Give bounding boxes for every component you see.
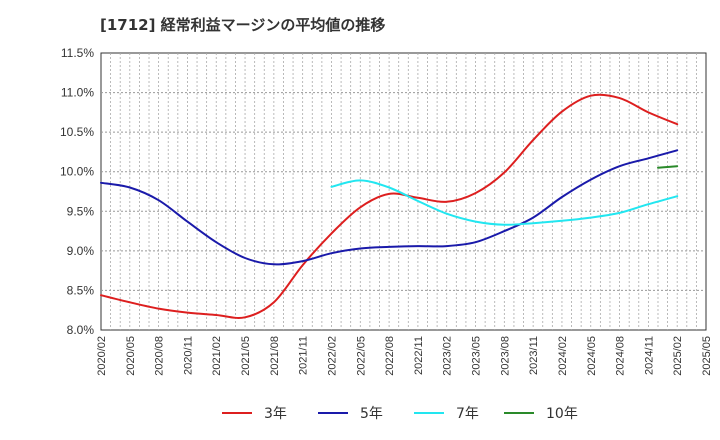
x-tick-label: 2023/05 <box>471 336 483 376</box>
x-tick-label: 2020/05 <box>125 336 137 376</box>
legend-label: 10年 <box>546 406 578 422</box>
y-tick-label: 9.5% <box>67 204 95 218</box>
y-tick-label: 8.0% <box>67 323 95 337</box>
x-tick-label: 2025/05 <box>701 336 713 376</box>
series-line-4 <box>657 165 679 169</box>
x-tick-label: 2022/08 <box>384 336 396 376</box>
x-tick-label: 2022/05 <box>355 336 367 376</box>
y-tick-label: 11.5% <box>61 46 94 60</box>
x-tick-label: 2023/08 <box>499 336 511 376</box>
x-tick-label: 2024/11 <box>643 336 655 375</box>
legend-label: 7年 <box>456 406 479 422</box>
x-tick-label: 2024/08 <box>615 336 627 376</box>
x-tick-label: 2021/02 <box>211 336 223 376</box>
x-tick-label: 2021/11 <box>298 336 310 375</box>
chart-title: [1712] 経常利益マージンの平均値の推移 <box>100 16 386 34</box>
y-tick-label: 10.0% <box>60 165 94 179</box>
x-tick-label: 2021/08 <box>269 336 281 376</box>
x-tick-label: 2022/02 <box>326 336 338 376</box>
y-tick-label: 9.0% <box>67 244 95 258</box>
series-line-2 <box>100 149 679 266</box>
series-line-3 <box>330 179 679 226</box>
y-tick-label: 11.0% <box>61 86 94 100</box>
legend-label: 3年 <box>264 406 287 422</box>
series-line-1 <box>100 93 679 319</box>
series-lines <box>100 93 679 319</box>
x-tick-label: 2024/02 <box>557 336 569 376</box>
x-tick-label: 2021/05 <box>240 336 252 376</box>
x-tick-label: 2020/02 <box>96 336 108 376</box>
legend-label: 5年 <box>360 406 383 422</box>
x-axis-ticks: 2020/02 2020/05 2020/08 2020/11 2021/02 2021/… <box>96 336 713 376</box>
y-tick-label: 10.5% <box>60 125 94 139</box>
x-tick-label: 2022/11 <box>413 336 425 375</box>
x-tick-label: 2025/02 <box>672 336 684 376</box>
x-tick-label: 2023/11 <box>528 336 540 375</box>
x-tick-label: 2023/02 <box>442 336 454 376</box>
y-axis-ticks: 8.0% 8.5% 9.0% 9.5% 10.0% 10.5% 11.0% 11.5% <box>60 46 94 337</box>
x-tick-label: 2020/11 <box>182 336 194 375</box>
y-tick-label: 8.5% <box>67 283 95 297</box>
legend: 3年 5年 7年 10年 <box>222 406 578 422</box>
plot-area <box>100 52 707 331</box>
x-tick-label: 2020/08 <box>154 336 166 376</box>
x-tick-label: 2024/05 <box>586 336 598 376</box>
